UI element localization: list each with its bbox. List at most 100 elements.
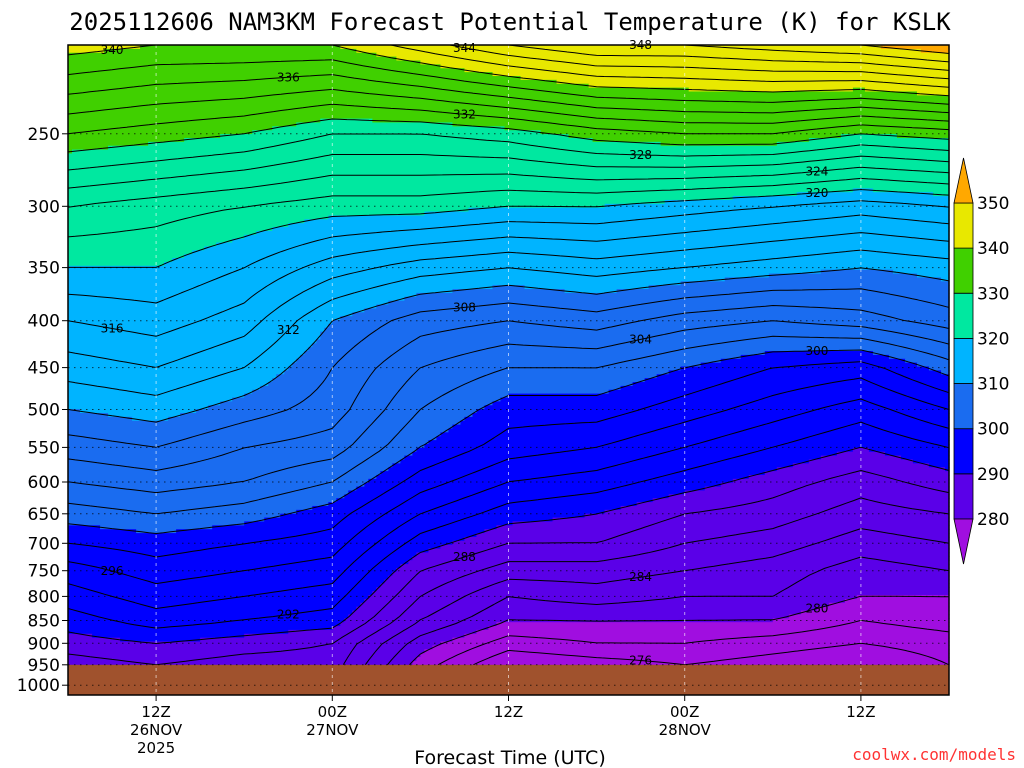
theta-fill-cell [764, 351, 874, 356]
theta-fill-cell [68, 587, 377, 592]
theta-fill-cell [108, 412, 181, 418]
theta-fill-cell [132, 416, 169, 422]
theta-fill-cell [68, 602, 361, 608]
theta-fill-cell [68, 598, 365, 604]
theta-contour-316 [67, 214, 950, 337]
theta-fill-cell [320, 331, 950, 337]
theta-fill-cell [68, 378, 273, 383]
theta-fill-cell [440, 64, 950, 69]
contour-label: 316 [101, 322, 124, 336]
theta-fill-cell [440, 544, 950, 550]
theta-fill-cell [68, 358, 297, 364]
theta-fill-cell [464, 416, 950, 422]
theta-fill-cell [352, 610, 802, 616]
theta-fill-cell [332, 626, 490, 631]
contour-labels: 340 336 332 328 320 316 312 308 304 300 296 292 288 2… [101, 38, 829, 668]
theta-fill-cell [476, 533, 950, 538]
theta-fill-cell [68, 250, 193, 255]
theta-fill-cell [68, 645, 434, 650]
theta-fill-cell [108, 145, 950, 151]
theta-fill-cell [68, 463, 393, 468]
colorbar-swatch [953, 383, 974, 430]
theta-fill-cell [168, 416, 466, 422]
theta-fill-cell [68, 633, 93, 639]
theta-fill-cell [304, 219, 950, 224]
theta-fill-cell [492, 72, 950, 77]
theta-fill-cell [68, 629, 289, 635]
theta-fill-cell [412, 556, 950, 561]
theta-fill-cell [368, 595, 858, 600]
theta-fill-cell [68, 455, 405, 461]
theta-contour-326 [67, 154, 950, 189]
theta-fill-cell [392, 571, 950, 577]
theta-fill-cell [68, 536, 466, 542]
grid-lines [68, 45, 949, 695]
theta-fill-cell [452, 122, 950, 127]
theta-fill-cell [356, 48, 922, 54]
chart-title: 2025112606 NAM3KM Forecast Potential Tem… [69, 8, 951, 36]
theta-fill-cell [68, 416, 133, 422]
theta-fill-cell [68, 443, 425, 449]
colorbar-label: 290 [977, 465, 1009, 485]
theta-fill-cell [300, 354, 742, 360]
theta-fill-cell [140, 45, 341, 50]
theta-fill-cell [256, 230, 950, 236]
y-tick-label: 250 [28, 125, 60, 145]
theta-fill-cell [68, 261, 165, 267]
theta-fill-cell [68, 579, 385, 585]
theta-fill-cell [68, 323, 329, 329]
theta-fill-cell [68, 552, 417, 557]
theta-fill-cell [364, 308, 950, 313]
theta-fill-cell [68, 517, 265, 523]
y-tick-label: 700 [28, 534, 60, 554]
theta-fill-cell [68, 544, 442, 550]
theta-fill-cell [268, 382, 634, 387]
theta-fill-cell [732, 196, 950, 201]
theta-contour-320 [68, 189, 950, 268]
theta-fill-cell [808, 137, 950, 143]
theta-fill-cell [68, 296, 405, 302]
contour-label: 332 [453, 107, 476, 121]
theta-fill-cell [592, 137, 810, 143]
theta-fill-cell [80, 409, 197, 414]
theta-fill-cell [584, 513, 950, 519]
theta-fill-cell [68, 343, 313, 348]
y-tick-label: 750 [28, 562, 60, 582]
theta-fill-cell [68, 87, 690, 93]
theta-fill-cell [828, 602, 950, 608]
theta-fill-cell [68, 424, 454, 430]
contour-label: 320 [805, 186, 828, 200]
theta-fill-cell [164, 261, 950, 267]
theta-fill-cell [68, 529, 137, 534]
theta-fill-cell [356, 486, 706, 492]
theta-fill-cell [68, 153, 950, 158]
theta-fill-cell [288, 223, 950, 228]
theta-fill-cell [788, 614, 950, 619]
theta-fill-cell [368, 478, 734, 484]
theta-contour-278 [437, 619, 950, 666]
theta-fill-cell [172, 258, 950, 263]
theta-fill-cell [320, 335, 950, 340]
theta-fill-cell [312, 505, 622, 511]
theta-fill-cell [68, 211, 425, 217]
theta-fill-cell [68, 165, 950, 170]
theta-fill-cell [68, 440, 430, 445]
theta-fill-cell [680, 281, 950, 286]
theta-fill-cell [68, 238, 233, 244]
colorbar-label: 310 [977, 375, 1009, 395]
theta-fill-cell [92, 633, 245, 639]
theta-fill-cell [68, 478, 369, 484]
theta-fill-cell [892, 269, 950, 275]
theta-fill-cell [496, 525, 950, 530]
theta-fill-cell [244, 393, 510, 399]
theta-fill-cell [184, 137, 594, 143]
x-tick-label: 12Z [494, 703, 523, 721]
theta-fill-cell [68, 300, 389, 306]
theta-fill-cell [72, 149, 950, 155]
theta-fill-cell [104, 48, 357, 54]
theta-fill-cell [512, 521, 950, 526]
theta-fill-cell [324, 327, 950, 333]
theta-fill-cell [68, 312, 353, 317]
theta-fill-cell [364, 598, 846, 604]
